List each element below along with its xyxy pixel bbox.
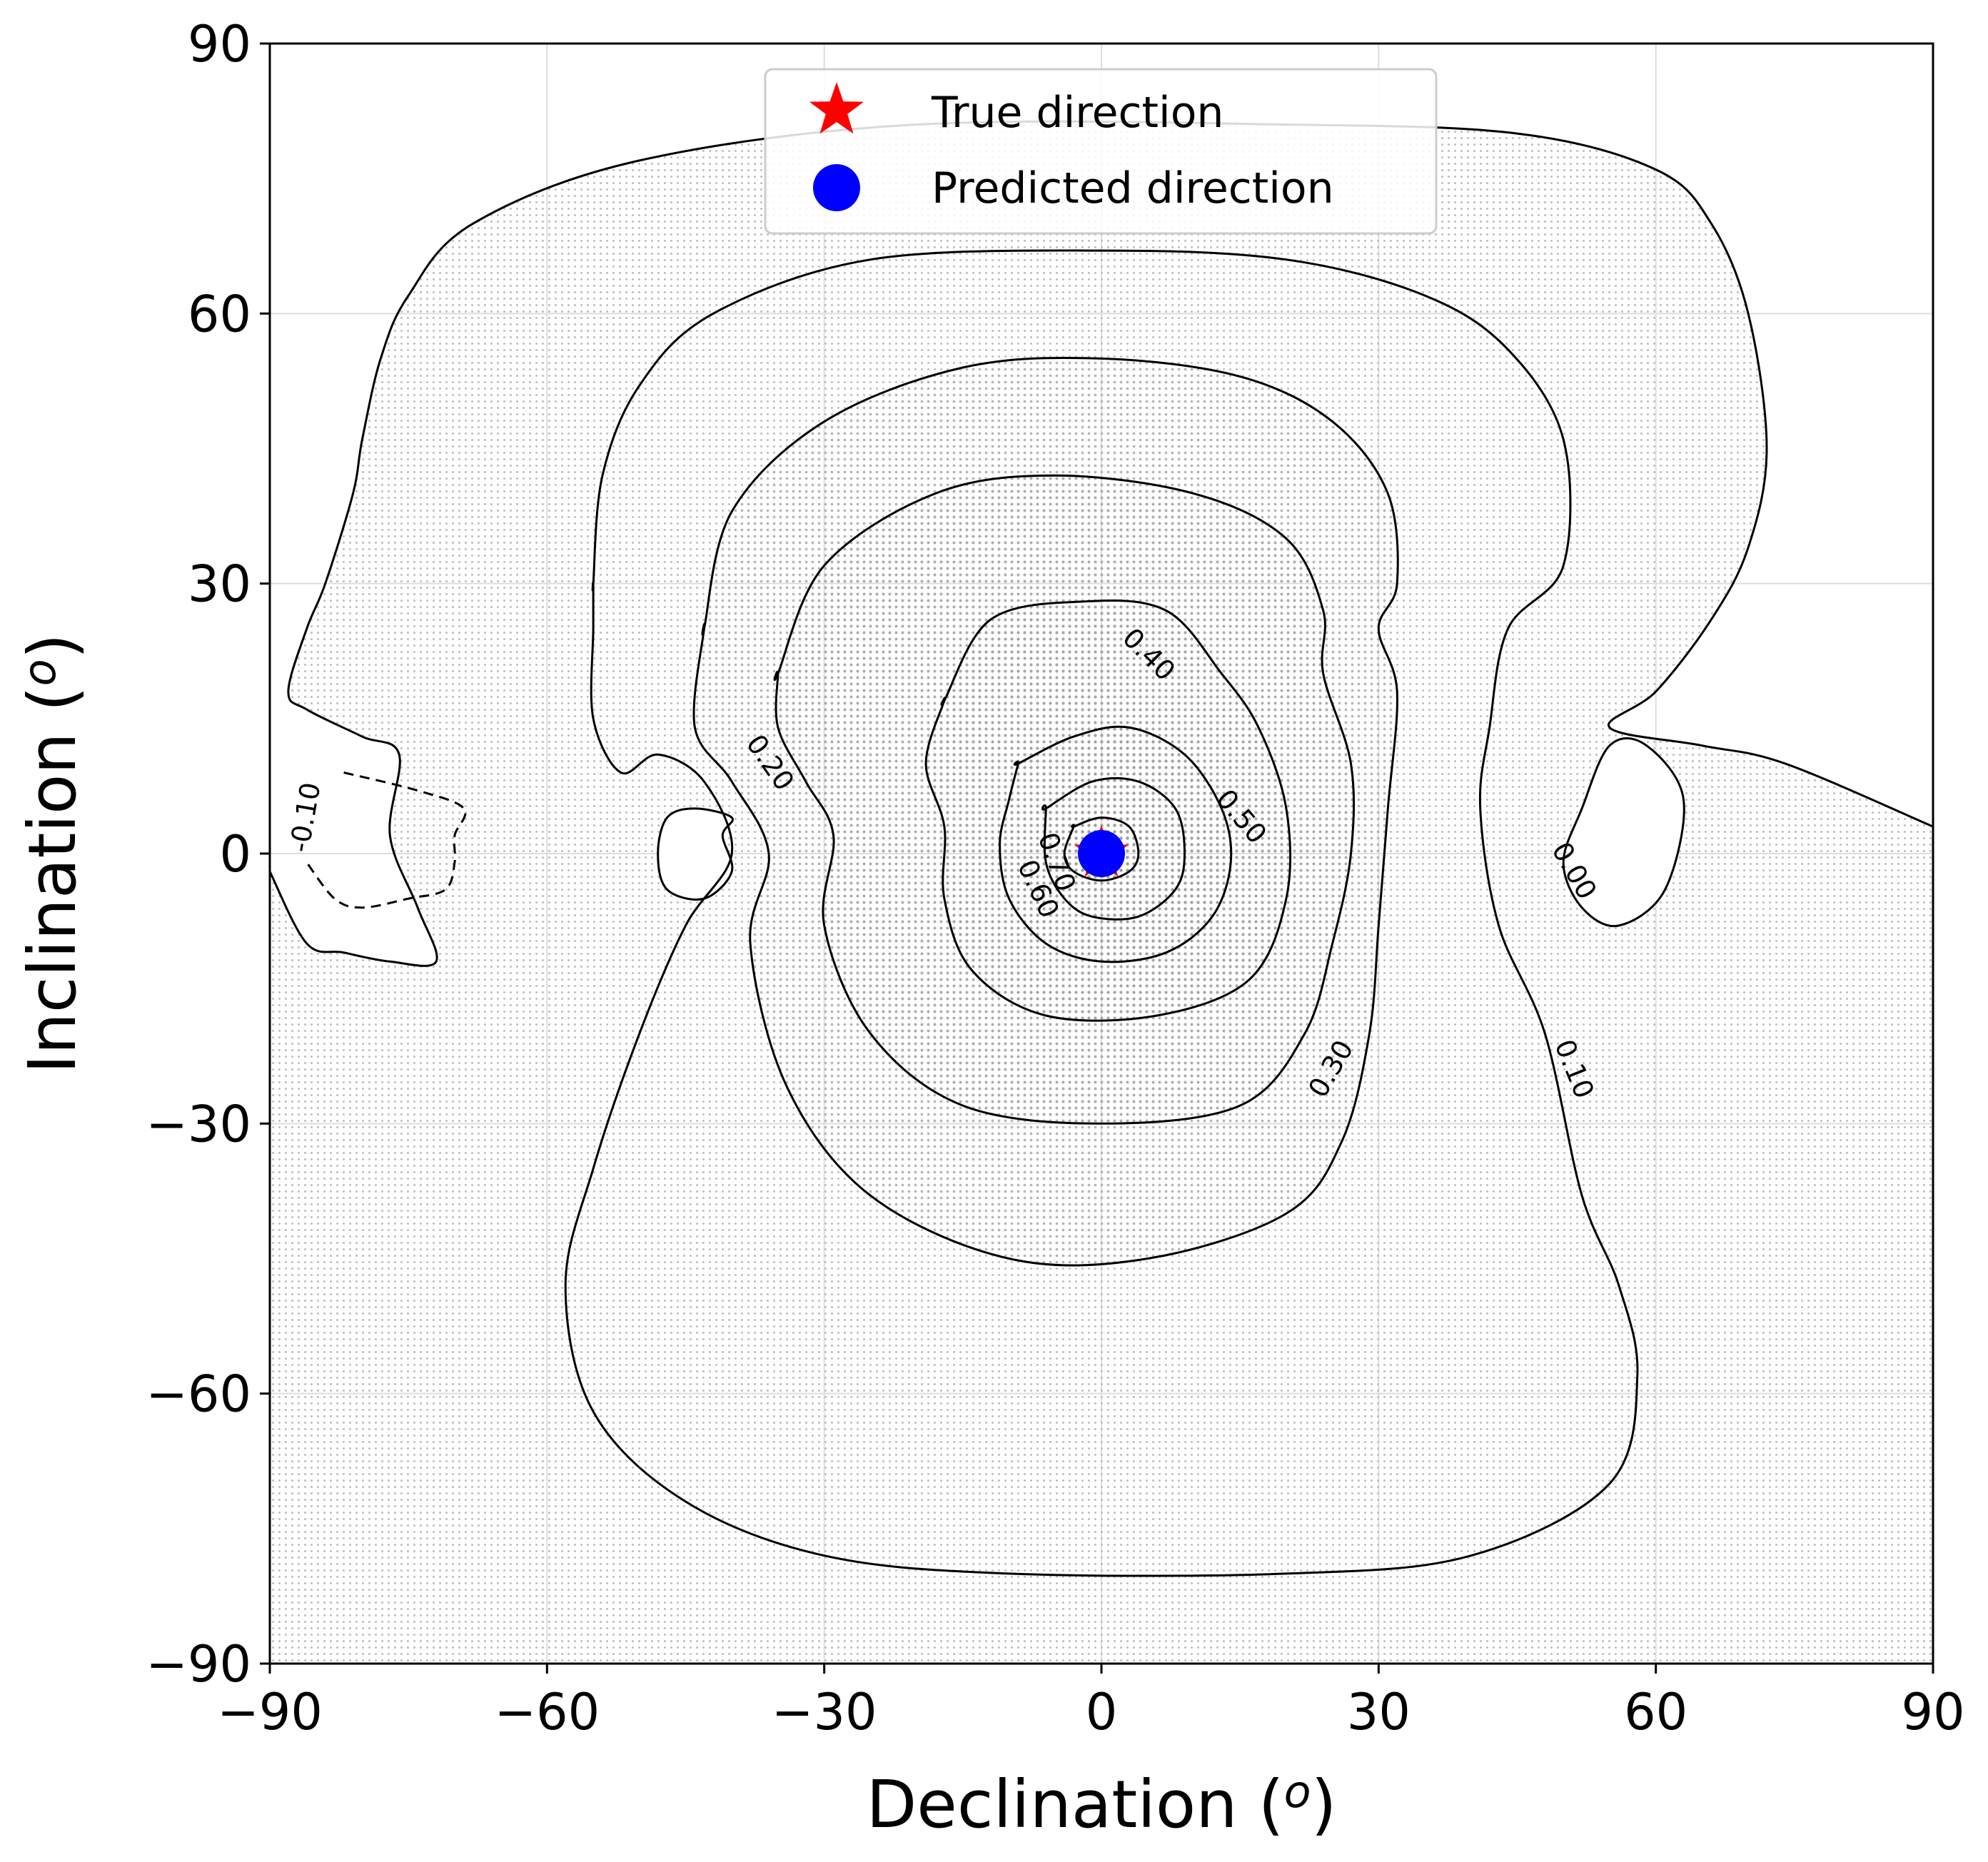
contour-lines xyxy=(270,120,1933,1577)
y-tick-label-5: 60 xyxy=(188,285,251,343)
legend: True direction Predicted direction xyxy=(764,68,1438,235)
y-axis-label: Inclination (o) xyxy=(14,633,91,1073)
y-tick-label-6: 90 xyxy=(188,15,251,74)
legend-label-true-direction: True direction xyxy=(931,88,1223,138)
shade-hole-1 xyxy=(1563,738,1685,926)
shade-hole-0 xyxy=(657,808,733,900)
contour-0.60-0 xyxy=(1041,776,1186,921)
x-tick-label-3: 0 xyxy=(1086,1683,1118,1741)
legend-label-predicted-direction: Predicted direction xyxy=(932,163,1334,213)
x-tick-label-4: 30 xyxy=(1347,1683,1411,1741)
y-tick-label-1: −60 xyxy=(146,1365,251,1424)
contour-0.30-0 xyxy=(773,474,1356,1125)
x-tick-label-6: 90 xyxy=(1901,1683,1964,1741)
x-tick-label-0: −90 xyxy=(217,1683,323,1741)
predicted-direction-circle xyxy=(1078,830,1125,877)
y-axis-ticks: −90 −60 −30 0 30 60 90 xyxy=(146,15,270,1694)
legend-box xyxy=(764,68,1438,235)
x-tick-label-5: 60 xyxy=(1624,1683,1687,1741)
contour-0.70-0 xyxy=(1063,816,1140,882)
contour-0.40-0 xyxy=(924,599,1292,1022)
legend-star-icon xyxy=(809,82,864,134)
legend-circle-icon xyxy=(813,164,860,211)
y-tick-label-0: −90 xyxy=(146,1635,251,1694)
direction-markers xyxy=(1074,825,1129,877)
contour-0.00-2 xyxy=(1562,737,1685,928)
contour-0.00-0 xyxy=(270,120,1933,967)
contour-0.10-0 xyxy=(564,249,1639,1577)
y-axis-label-unit: o xyxy=(14,659,66,686)
x-axis-label-unit: o xyxy=(1284,1766,1311,1818)
shaded-regions xyxy=(270,121,1933,1664)
contour--0.10-0 xyxy=(306,771,467,909)
y-tick-label-4: 30 xyxy=(188,555,251,614)
contour-0.20-0 xyxy=(692,356,1399,1267)
x-axis-label: Declination (o) xyxy=(866,1766,1336,1843)
x-tick-label-1: −60 xyxy=(494,1683,600,1741)
contour-0.50-0 xyxy=(999,725,1233,963)
x-tick-label-2: −30 xyxy=(772,1683,877,1741)
y-tick-label-2: −30 xyxy=(146,1095,251,1153)
y-tick-label-3: 0 xyxy=(219,825,251,884)
x-axis-ticks: −90 −60 −30 0 30 60 90 xyxy=(217,1664,1965,1741)
